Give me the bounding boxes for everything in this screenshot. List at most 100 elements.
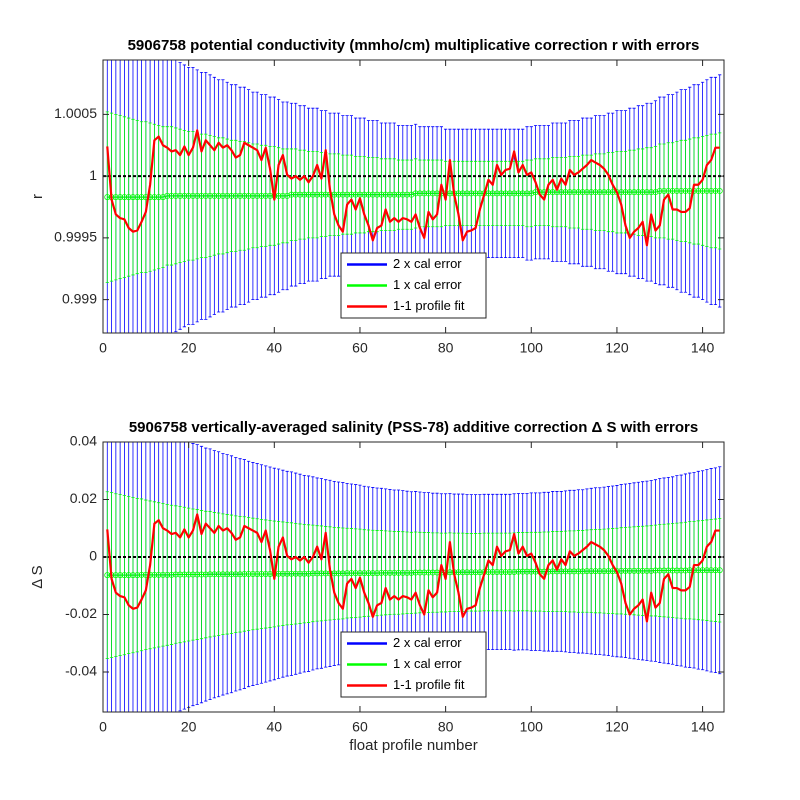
marker: [237, 571, 244, 578]
marker: [635, 567, 642, 574]
marker: [464, 569, 471, 576]
x-axis-label: float profile number: [349, 737, 477, 754]
marker: [562, 189, 569, 196]
marker: [673, 187, 680, 194]
marker: [117, 572, 124, 579]
y-tick-label: 0.999: [62, 290, 97, 306]
marker: [639, 567, 646, 574]
marker: [292, 570, 299, 577]
marker: [181, 192, 188, 199]
marker: [494, 568, 501, 575]
marker: [404, 569, 411, 576]
x-tick-label: 80: [438, 340, 454, 356]
marker: [648, 567, 655, 574]
marker: [164, 571, 171, 578]
marker: [335, 570, 342, 577]
marker: [596, 568, 603, 575]
marker: [605, 189, 612, 196]
marker: [652, 189, 659, 196]
marker: [288, 191, 295, 198]
marker: [189, 571, 196, 578]
marker: [309, 191, 316, 198]
marker: [361, 570, 368, 577]
marker: [605, 568, 612, 575]
marker: [245, 570, 252, 577]
y-axis-label: r: [29, 194, 46, 199]
marker: [643, 189, 650, 196]
marker: [519, 568, 526, 575]
marker: [365, 191, 372, 198]
marker: [185, 192, 192, 199]
marker: [618, 567, 625, 574]
marker: [669, 187, 676, 194]
marker: [249, 570, 256, 577]
marker: [232, 192, 239, 199]
marker: [121, 572, 128, 579]
marker: [215, 192, 222, 199]
x-tick-label: 0: [99, 340, 107, 356]
marker: [506, 568, 513, 575]
marker: [391, 569, 398, 576]
marker: [656, 187, 663, 194]
marker: [579, 189, 586, 196]
marker: [129, 194, 136, 201]
marker: [339, 570, 346, 577]
marker: [421, 569, 428, 576]
y-tick-label: 1.0005: [54, 105, 97, 121]
y-tick-label: 1: [89, 167, 97, 183]
marker: [159, 571, 166, 578]
marker: [631, 567, 638, 574]
marker: [703, 567, 710, 574]
marker: [502, 190, 509, 197]
marker: [412, 190, 419, 197]
marker: [314, 570, 321, 577]
marker: [356, 570, 363, 577]
marker: [678, 187, 685, 194]
marker: [134, 194, 141, 201]
marker: [297, 191, 304, 198]
marker: [416, 569, 423, 576]
y-tick-label: 0.02: [70, 490, 97, 506]
marker: [164, 192, 171, 199]
marker: [267, 192, 274, 199]
x-tick-label: 140: [691, 719, 715, 735]
marker: [455, 569, 462, 576]
marker: [472, 190, 479, 197]
marker: [249, 192, 256, 199]
marker: [241, 570, 248, 577]
marker: [155, 194, 162, 201]
marker: [288, 570, 295, 577]
marker: [374, 570, 381, 577]
marker: [716, 187, 723, 194]
marker: [224, 192, 231, 199]
x-tick-label: 100: [520, 340, 544, 356]
x-tick-label: 60: [352, 719, 368, 735]
marker: [583, 568, 590, 575]
marker: [292, 191, 299, 198]
marker: [592, 568, 599, 575]
marker: [703, 187, 710, 194]
x-tick-label: 140: [691, 340, 715, 356]
marker: [588, 189, 595, 196]
marker: [198, 192, 205, 199]
marker: [382, 569, 389, 576]
marker: [416, 190, 423, 197]
marker: [181, 571, 188, 578]
marker: [429, 569, 436, 576]
marker: [464, 190, 471, 197]
marker: [318, 191, 325, 198]
marker: [571, 189, 578, 196]
y-tick-label: 0.9995: [54, 229, 97, 245]
marker: [476, 190, 483, 197]
marker: [301, 191, 308, 198]
marker: [708, 187, 715, 194]
marker: [211, 571, 218, 578]
marker: [121, 194, 128, 201]
marker: [708, 567, 715, 574]
marker: [284, 192, 291, 199]
marker: [695, 567, 702, 574]
marker: [344, 570, 351, 577]
x-tick-label: 60: [352, 340, 368, 356]
x-tick-label: 40: [267, 340, 283, 356]
marker: [104, 194, 111, 201]
